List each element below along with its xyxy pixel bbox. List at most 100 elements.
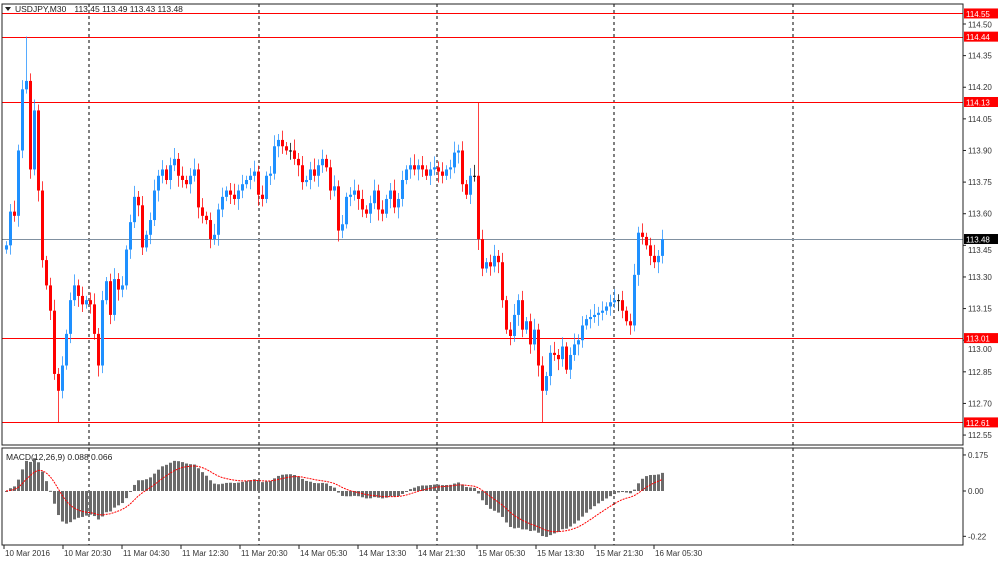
candle xyxy=(449,159,452,179)
macd-histogram-bar xyxy=(321,482,324,491)
candle-body xyxy=(549,352,552,377)
candle xyxy=(453,141,456,174)
candle xyxy=(617,294,620,312)
candle-body xyxy=(537,329,540,366)
candle-body xyxy=(321,158,324,166)
candle-body xyxy=(205,215,208,221)
macd-histogram-bar xyxy=(257,480,260,491)
candle xyxy=(605,302,608,315)
candle xyxy=(541,356,544,423)
candle xyxy=(113,268,116,321)
candle-body xyxy=(545,376,548,391)
macd-histogram-bar xyxy=(641,478,644,491)
candle-body xyxy=(485,262,488,269)
level-badge-label: 114.44 xyxy=(966,33,990,42)
macd-histogram-bar xyxy=(169,462,172,491)
macd-histogram-bar xyxy=(621,491,624,492)
candle-body xyxy=(33,110,36,170)
level-badge xyxy=(964,333,998,344)
macd-histogram-bar xyxy=(25,460,28,491)
macd-histogram-bar xyxy=(173,460,176,491)
candle xyxy=(469,168,472,205)
macd-histogram-bar xyxy=(513,491,516,529)
macd-histogram-bar xyxy=(245,481,248,491)
candle-body xyxy=(69,300,72,334)
candle-body xyxy=(229,190,232,195)
candle xyxy=(193,158,196,182)
macd-histogram-bar xyxy=(401,491,404,494)
candle-body xyxy=(529,321,532,345)
macd-histogram-bar xyxy=(241,481,244,491)
candle-body xyxy=(553,352,556,355)
macd-histogram-bar xyxy=(517,491,520,528)
candle xyxy=(321,149,324,173)
candle-body xyxy=(253,171,256,176)
candle xyxy=(409,157,412,179)
candle-body xyxy=(385,198,388,214)
macd-histogram-bar xyxy=(193,464,196,491)
macd-histogram-bar xyxy=(353,491,356,496)
macd-histogram-bar xyxy=(301,478,304,491)
candle-body xyxy=(345,196,348,225)
macd-histogram-bar xyxy=(505,491,508,523)
macd-histogram-bar xyxy=(317,483,320,491)
macd-histogram-bar xyxy=(229,482,232,491)
macd-histogram-bar xyxy=(525,491,528,530)
macd-histogram-bar xyxy=(141,480,144,491)
candle xyxy=(433,156,436,176)
candle xyxy=(461,141,464,192)
candle-body xyxy=(657,255,660,263)
candle xyxy=(317,159,320,187)
candle-body xyxy=(353,190,356,195)
macd-pane[interactable] xyxy=(5,458,664,537)
candle-body xyxy=(373,190,376,204)
candle-body xyxy=(125,249,128,286)
macd-histogram-bar xyxy=(421,485,424,491)
candle xyxy=(209,212,212,249)
macd-histogram-bar xyxy=(605,491,608,499)
candle-body xyxy=(561,346,564,360)
candle-body xyxy=(349,194,352,197)
macd-histogram-bar xyxy=(213,483,216,491)
candle-body xyxy=(461,150,464,185)
candle-body xyxy=(569,354,572,370)
macd-histogram-bar xyxy=(345,491,348,497)
price-pane[interactable] xyxy=(2,4,963,545)
candle-body xyxy=(281,139,284,147)
candle xyxy=(537,323,540,377)
current-price-label: 113.48 xyxy=(966,236,990,245)
candle-body xyxy=(601,310,604,313)
macd-histogram-bar xyxy=(81,491,84,517)
candle xyxy=(413,154,416,176)
candle-body xyxy=(261,194,264,199)
ohlc-label: 113.45 113.49 113.43 113.48 xyxy=(74,4,183,14)
candle-body xyxy=(377,190,380,210)
candle-body xyxy=(85,300,88,305)
candle xyxy=(301,155,304,190)
candle-body xyxy=(269,173,272,176)
candle-body xyxy=(465,184,468,195)
candle-body xyxy=(277,139,280,147)
candle xyxy=(17,144,20,227)
candle xyxy=(217,203,220,246)
triangle-down-icon[interactable] xyxy=(5,7,11,11)
candle-body xyxy=(109,281,112,315)
candle xyxy=(509,322,512,346)
candle-body xyxy=(401,179,404,199)
macd-histogram-bar xyxy=(125,491,128,499)
candle xyxy=(477,101,480,250)
candle xyxy=(117,273,120,301)
candle xyxy=(485,257,488,273)
level-badge-label: 112.61 xyxy=(966,419,990,428)
candle-body xyxy=(581,325,584,341)
candle xyxy=(145,230,148,252)
candle-body xyxy=(513,314,516,336)
macd-histogram-bar xyxy=(69,491,72,523)
candle-body xyxy=(265,175,268,199)
candle-body xyxy=(417,165,420,170)
candle-body xyxy=(165,169,168,180)
candle xyxy=(657,249,660,274)
candle-body xyxy=(409,165,412,170)
candle-body xyxy=(97,333,100,366)
time-tick-label: 16 Mar 05:30 xyxy=(655,549,703,558)
